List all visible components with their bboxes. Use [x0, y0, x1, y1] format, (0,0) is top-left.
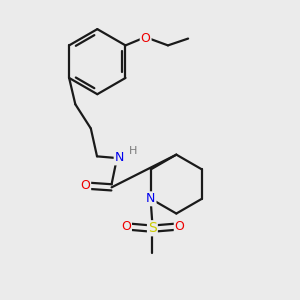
Text: H: H [129, 146, 137, 156]
Text: O: O [175, 220, 184, 233]
Text: S: S [148, 221, 157, 235]
Text: N: N [146, 192, 155, 205]
Text: O: O [121, 220, 131, 233]
Text: O: O [80, 179, 90, 192]
Text: O: O [141, 32, 151, 45]
Text: N: N [115, 152, 124, 164]
